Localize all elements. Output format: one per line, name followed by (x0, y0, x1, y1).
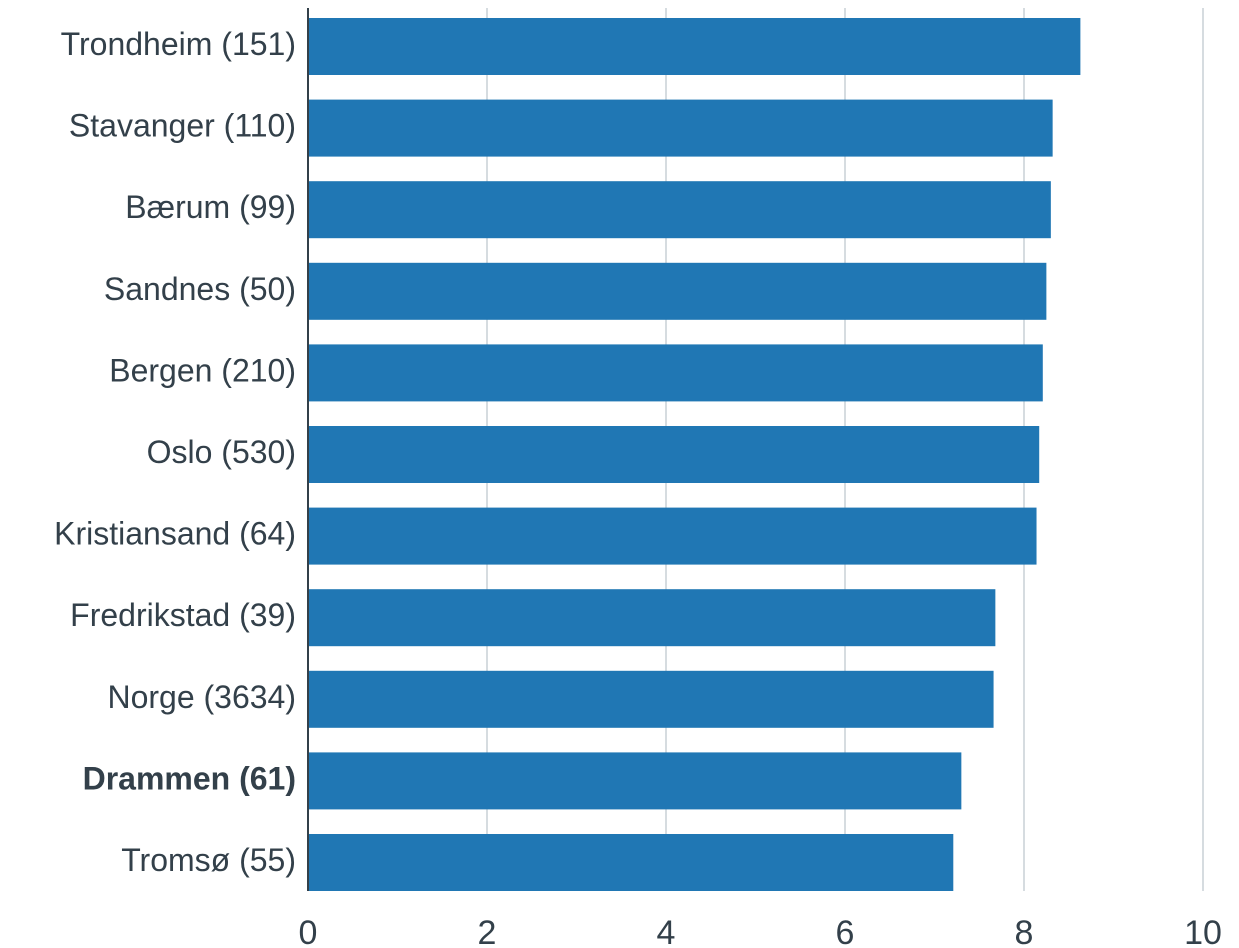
bar-tromsø (308, 834, 954, 891)
bar-sandnes (308, 262, 1047, 320)
bars (308, 18, 1081, 891)
bar-fredrikstad (308, 589, 996, 647)
category-label-norge: Norge (3634) (107, 679, 296, 715)
bar-oslo (308, 426, 1040, 483)
category-label-oslo: Oslo (530) (147, 434, 296, 470)
category-label-stavanger: Stavanger (110) (69, 108, 296, 144)
category-label-bærum: Bærum (99) (125, 189, 296, 225)
x-tick-label-10: 10 (1184, 914, 1222, 948)
category-labels: Trondheim (151) Stavanger (110) Bærum (99)… (54, 26, 296, 878)
bar-norge (308, 670, 994, 728)
category-label-kristiansand: Kristiansand (64) (54, 516, 296, 552)
x-tick-label-8: 8 (1015, 914, 1034, 948)
bar-kristiansand (308, 507, 1037, 565)
category-label-tromsø: Tromsø (55) (121, 842, 296, 878)
category-label-bergen: Bergen (210) (109, 352, 296, 388)
bar-drammen (308, 752, 962, 810)
category-label-drammen: Drammen (61) (83, 760, 296, 796)
x-tick-label-0: 0 (299, 914, 318, 948)
x-axis-ticks: 0 2 4 6 8 10 (299, 914, 1222, 948)
category-label-trondheim: Trondheim (151) (61, 26, 296, 62)
x-tick-label-4: 4 (657, 914, 676, 948)
bar-bergen (308, 344, 1043, 402)
x-tick-label-6: 6 (836, 914, 855, 948)
bar-trondheim (308, 18, 1081, 75)
x-tick-label-2: 2 (478, 914, 497, 948)
category-label-sandnes: Sandnes (50) (104, 271, 296, 307)
category-label-fredrikstad: Fredrikstad (39) (70, 597, 296, 633)
bar-bærum (308, 181, 1051, 239)
bar-stavanger (308, 99, 1053, 157)
